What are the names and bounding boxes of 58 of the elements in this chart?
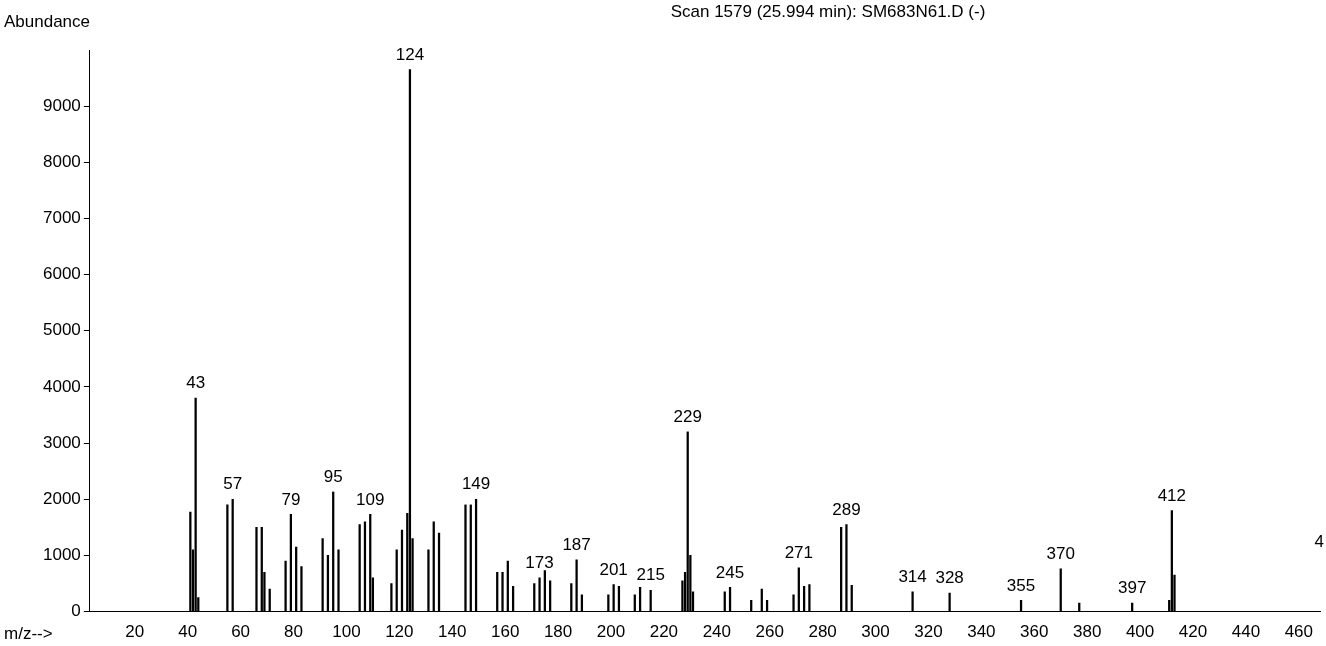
y-tick-label: 9000 — [42, 95, 81, 115]
y-tick-label: 4000 — [42, 376, 81, 396]
x-tick-label: 20 — [125, 622, 145, 642]
annotation: 57 — [223, 474, 243, 494]
annotation: 370 — [1046, 544, 1075, 564]
y-tick-label: 7000 — [42, 208, 81, 228]
x-tick-label: 340 — [967, 622, 996, 642]
chart-title: Scan 1579 (25.994 min): SM683N61.D (-) — [670, 2, 986, 21]
annotation: 43 — [186, 373, 206, 393]
x-tick-label: 320 — [914, 622, 943, 642]
annotation: 201 — [599, 559, 628, 579]
x-tick-label: 460 — [1284, 622, 1314, 642]
annotation: 412 — [1157, 485, 1187, 505]
x-tick-label: 100 — [332, 622, 361, 642]
x-tick-label: 440 — [1231, 622, 1261, 642]
annotation: 124 — [395, 44, 425, 64]
annotation: 245 — [715, 562, 745, 582]
annotation: 355 — [1006, 575, 1036, 595]
annotation: 109 — [356, 489, 385, 509]
x-tick-label: 120 — [385, 622, 414, 642]
x-tick-label: 420 — [1178, 622, 1208, 642]
y-tick-label: 6000 — [42, 264, 81, 284]
x-tick-label: 240 — [702, 622, 731, 642]
y-tick-label: 8000 — [42, 152, 81, 172]
annotation: 328 — [935, 568, 964, 588]
x-tick-label: 40 — [178, 622, 198, 642]
x-axis-title: m/z--> — [4, 624, 53, 644]
y-tick-label: 2000 — [42, 488, 81, 508]
x-tick-label: 60 — [231, 622, 251, 642]
annotation: 271 — [784, 542, 814, 562]
annotation: 215 — [636, 565, 665, 585]
x-tick-label: 360 — [1020, 622, 1049, 642]
y-tick-label: 1000 — [42, 545, 81, 565]
x-tick-label: 260 — [755, 622, 784, 642]
annotation: 173 — [525, 553, 554, 573]
annotation: 314 — [898, 567, 927, 587]
x-tick-label: 140 — [438, 622, 467, 642]
x-tick-label: 300 — [861, 622, 890, 642]
annotation: 79 — [281, 489, 301, 509]
annotation: 397 — [1117, 578, 1147, 598]
annotation: 149 — [461, 474, 491, 494]
x-tick-label: 180 — [543, 622, 573, 642]
x-tick-label: 400 — [1125, 622, 1155, 642]
x-tick-label: 160 — [490, 622, 520, 642]
annotation: 229 — [673, 407, 702, 427]
y-tick-label: 5000 — [42, 320, 81, 340]
annotation: 4 — [1314, 532, 1324, 552]
annotation: 95 — [323, 467, 343, 487]
x-tick-label: 380 — [1073, 622, 1102, 642]
annotation: 187 — [562, 535, 591, 555]
y-tick-label: 3000 — [42, 432, 81, 452]
x-tick-label: 200 — [596, 622, 626, 642]
y-tick-label: 0 — [71, 601, 81, 621]
x-tick-label: 220 — [649, 622, 679, 642]
x-tick-label: 280 — [808, 622, 837, 642]
y-axis-title: Abundance — [4, 12, 91, 32]
x-tick-label: 80 — [284, 622, 303, 642]
annotation: 289 — [832, 499, 861, 519]
